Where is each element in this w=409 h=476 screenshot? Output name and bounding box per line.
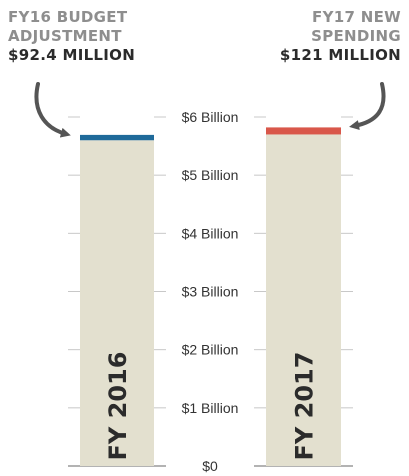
y-tick-label-3: $3 Billion [182,284,239,300]
fy17-callout-line2: SPENDING [311,27,401,45]
y-tick-label-1: $1 Billion [182,400,239,416]
fy17-new-spending-callout: FY17 NEW SPENDING $121 MILLION [280,8,401,65]
fy16-callout-amount: $92.4 MILLION [8,46,136,64]
fy16-adjustment-callout: FY16 BUDGET ADJUSTMENT $92.4 MILLION [8,8,135,65]
y-tick-label-4: $4 Billion [182,225,239,241]
y-tick-label-0: $0 [202,458,218,474]
bar-base-fy2016 [80,140,154,466]
fy16-callout-arrow [34,82,71,138]
fy17-callout-amount: $121 MILLION [279,46,401,64]
bar-base-fy2017 [266,134,341,466]
fy17-callout-line1: FY17 NEW [312,8,401,26]
category-label-fy2017: FY 2017 [291,352,319,461]
y-tick-label-2: $2 Billion [182,342,239,358]
y-tick-label-5: $5 Billion [182,167,239,183]
category-label-fy2016: FY 2016 [104,352,132,461]
fy17-callout-arrow [349,82,386,131]
fy16-callout-line2: ADJUSTMENT [8,27,122,45]
bar-increment-fy2016 [80,134,154,141]
y-tick-label-6: $6 Billion [182,109,239,125]
bar-increment-fy2017 [266,127,341,135]
fy16-callout-line1: FY16 BUDGET [8,8,128,26]
